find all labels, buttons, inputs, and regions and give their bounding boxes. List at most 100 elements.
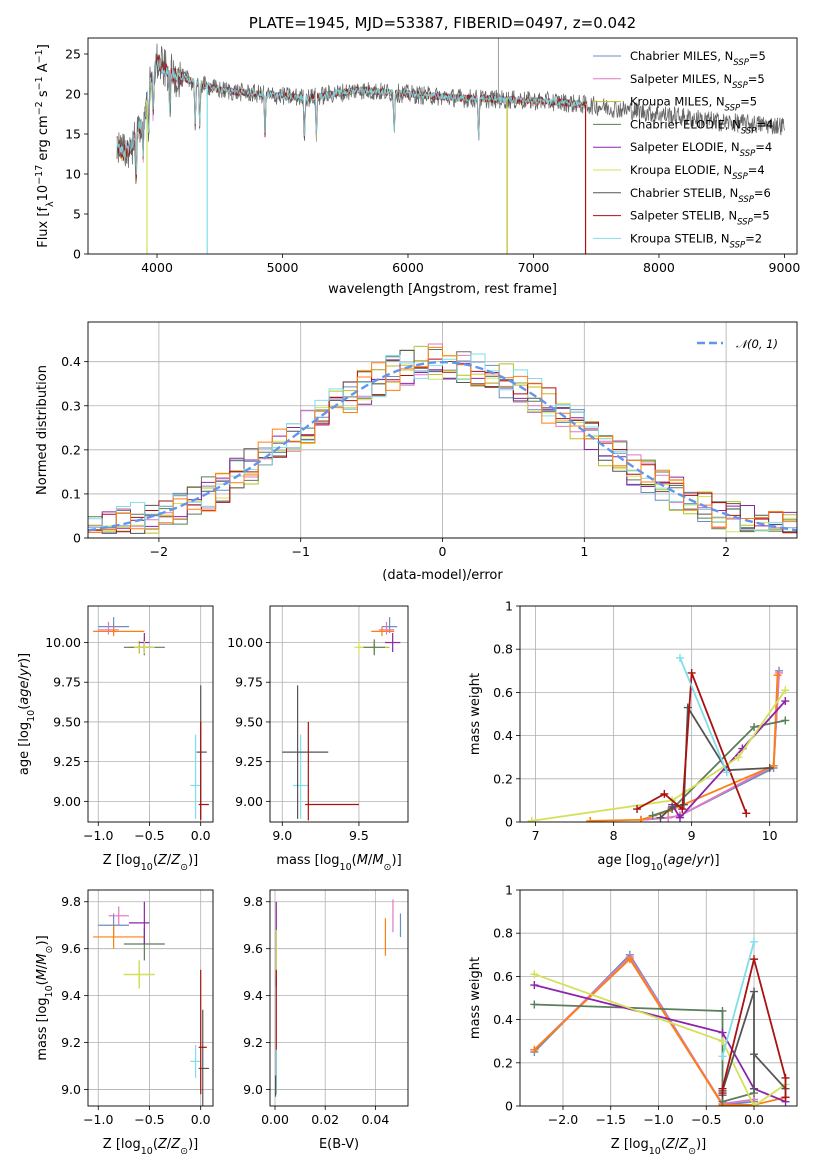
x-tick-label: 7 — [532, 828, 540, 843]
normal-curve — [88, 360, 797, 532]
errorbar-point — [108, 906, 129, 926]
weight-line-6 — [659, 704, 770, 819]
x-tick-label: −0.5 — [134, 828, 164, 843]
y-tick-label: 9.2 — [61, 1035, 81, 1050]
data-point-marker — [750, 1084, 759, 1093]
y-tick-label: 0.2 — [61, 442, 81, 457]
axes-frame — [87, 605, 214, 823]
y-tick-label: 0.3 — [61, 398, 81, 413]
data-point-marker — [718, 1006, 727, 1015]
data-point-marker — [633, 805, 642, 814]
panel-mass-vs-Z: −1.0 −0.5 0.0 9.0 9.2 9.4 9.6 9.8 Z [log10(Z/Z⊙)… — [35, 889, 214, 1157]
axes-frame — [269, 605, 409, 823]
data-point-marker — [530, 1000, 539, 1009]
x-axis-label: Z [log10(Z/Z⊙)] — [611, 1137, 706, 1157]
x-axis-label: Z [log10(Z/Z⊙)] — [103, 853, 198, 873]
y-tick-label: 15 — [65, 127, 81, 142]
data-point-marker — [527, 816, 536, 822]
data-point-marker — [765, 764, 774, 772]
weight-line-4 — [671, 700, 786, 820]
y-tick-label: 10 — [65, 167, 81, 182]
x-tick-label: −0.5 — [134, 1112, 164, 1127]
data-point-marker — [530, 1045, 539, 1054]
x-tick-label: −2 — [150, 544, 168, 559]
y-tick-label: 9.75 — [53, 675, 81, 690]
x-tick-label: 0.0 — [744, 1112, 764, 1127]
errorbar-point — [363, 639, 385, 656]
y-tick-label: 10.00 — [227, 635, 263, 650]
x-tick-label: −0.5 — [691, 1112, 721, 1127]
x-tick-label: 9.0 — [272, 828, 292, 843]
data-point-marker — [718, 1037, 727, 1046]
data-point-marker — [530, 981, 539, 990]
y-tick-label: 9.50 — [235, 714, 263, 729]
data-point-marker — [781, 1093, 790, 1102]
errorbar-point — [293, 734, 309, 819]
data-point-marker — [734, 753, 743, 762]
plot-area-residuals — [88, 343, 797, 534]
y-tick-label: 1 — [505, 599, 513, 614]
x-axis-label: wavelength [Angstrom, rest frame] — [328, 282, 557, 297]
x-axis-label: mass [log10(M/M⊙)] — [276, 853, 401, 873]
plot-area-massweight-vs-age — [527, 653, 790, 822]
data-point-marker — [679, 800, 688, 809]
x-tick-label: 9.5 — [349, 828, 369, 843]
axes-frame — [87, 889, 214, 1107]
legend: Chabrier MILES, NSSP=5 Salpeter MILES, NS… — [593, 49, 773, 250]
plot-area-massweight-vs-Z — [530, 937, 790, 1106]
y-tick-label: 5 — [73, 207, 81, 222]
y-tick-label: 9.25 — [53, 754, 81, 769]
axes-frame — [519, 889, 798, 1107]
x-tick-label: 0.04 — [361, 1112, 389, 1127]
y-tick-label: 9.4 — [61, 988, 81, 1003]
x-tick-label: 7000 — [518, 260, 550, 275]
axes-frame — [87, 37, 798, 255]
legend-label: Salpeter MILES, NSSP=5 — [630, 72, 765, 91]
x-tick-label: 0.0 — [191, 1112, 211, 1127]
x-tick-label: 0.0 — [191, 828, 211, 843]
histogram-series-9 — [88, 346, 797, 533]
y-tick-label: 9.00 — [235, 794, 263, 809]
y-tick-label: 0.4 — [493, 1012, 513, 1027]
x-tick-label: 5000 — [267, 260, 299, 275]
y-tick-label: 25 — [65, 47, 81, 62]
data-point-marker — [660, 789, 669, 798]
data-point-marker — [781, 716, 790, 725]
errorbar-point — [198, 969, 207, 1095]
y-tick-label: 9.00 — [53, 794, 81, 809]
y-tick-label: 0.2 — [493, 771, 513, 786]
x-tick-label: 10 — [762, 828, 778, 843]
data-point-marker — [625, 955, 634, 964]
data-point-marker — [648, 811, 657, 820]
data-point-marker — [687, 668, 696, 677]
grid-age-vs-mass — [270, 606, 408, 822]
y-tick-label: 0.2 — [493, 1055, 513, 1070]
panel-residuals: −2 −1 0 1 2 0 0.1 0.2 0.3 0.4 𝒩(0, 1) (data-model)/… — [35, 321, 798, 583]
y-tick-label: 10.00 — [45, 635, 81, 650]
errorbar-point — [196, 685, 207, 819]
y-tick-label: 9.75 — [235, 675, 263, 690]
x-tick-label: 1 — [580, 544, 588, 559]
data-point-marker — [742, 809, 751, 818]
data-point-marker — [636, 815, 645, 822]
errorbar-point — [128, 901, 150, 944]
axes-frame — [87, 321, 798, 539]
plot-area-age-vs-mass — [282, 617, 401, 821]
data-point-marker — [530, 970, 539, 979]
legend-label: Kroupa ELODIE, NSSP=4 — [630, 163, 765, 182]
grid-mass-vs-EBV — [270, 890, 408, 1106]
errorbar-point — [381, 617, 398, 633]
data-point-marker — [718, 1084, 727, 1093]
legend-label: Chabrier ELODIE, NSSP=4 — [630, 117, 773, 136]
weight-line-5 — [533, 973, 787, 1106]
legend-label: Salpeter STELIB, NSSP=5 — [630, 209, 770, 228]
y-tick-label: 0 — [73, 531, 81, 546]
weight-line-8 — [721, 941, 755, 1057]
x-tick-label: 0.00 — [261, 1112, 289, 1127]
y-tick-label: 0.8 — [493, 642, 513, 657]
weight-line-5 — [531, 689, 787, 822]
y-tick-label: 9.4 — [243, 988, 263, 1003]
y-tick-label: 0 — [505, 815, 513, 830]
y-axis-label: mass weight — [468, 673, 483, 755]
data-point-marker — [750, 1102, 759, 1106]
